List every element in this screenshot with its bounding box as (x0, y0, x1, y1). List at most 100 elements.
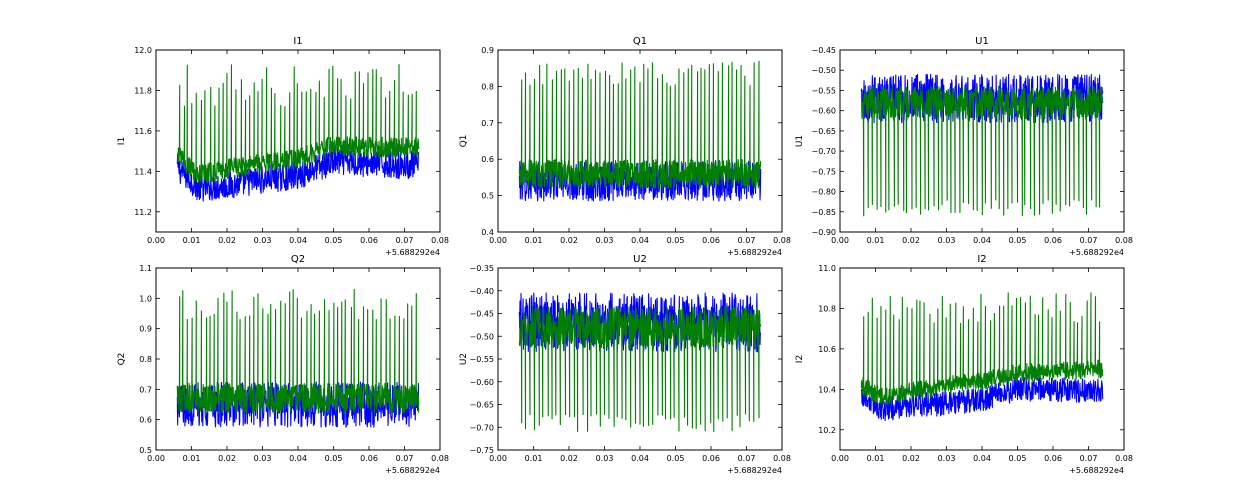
y-tick-label: 0.6 (139, 416, 152, 425)
x-tick-label: 0.07 (1080, 454, 1098, 463)
subplot-title: Q1 (633, 36, 647, 47)
y-tick-label: 11.8 (134, 86, 152, 95)
series-line-green (518, 60, 762, 189)
series-line-green (518, 306, 762, 433)
x-tick-label: 0.04 (973, 454, 991, 463)
subplot-title: U2 (633, 254, 647, 265)
x-tick-label: 0.01 (867, 236, 885, 245)
x-tick-label: 0.08 (1115, 236, 1133, 245)
y-tick-label: −0.45 (469, 310, 494, 319)
y-tick-label: −0.60 (811, 107, 836, 116)
x-tick-label: 0.07 (396, 236, 414, 245)
x-tick-label: 0.03 (938, 236, 956, 245)
y-tick-label: −0.55 (469, 355, 494, 364)
x-tick-label: 0.08 (773, 454, 791, 463)
y-tick-label: 11.2 (134, 208, 152, 217)
series-line-blue (860, 376, 1104, 422)
x-tick-label: 0.03 (596, 454, 614, 463)
y-tick-label: 1.1 (139, 264, 152, 273)
x-tick-label: 0.05 (1009, 236, 1027, 245)
x-tick-label: 0.07 (738, 236, 756, 245)
x-offset-label: +5.688292e4 (727, 248, 782, 257)
x-tick-label: 0.06 (702, 454, 720, 463)
x-tick-label: 0.02 (218, 454, 236, 463)
x-tick-label: 0.07 (396, 454, 414, 463)
subplot-u1: 0.00 0.01 0.02 0.03 0.04 0.05 0.06 0.07 0.08 −0.9… (795, 36, 1133, 257)
subplot-q2: 0.00 0.01 0.02 0.03 0.04 0.05 0.06 0.07 0.08 0.5 0… (117, 254, 449, 475)
y-axis-label: I1 (117, 137, 127, 145)
y-tick-label: 0.6 (481, 155, 494, 164)
x-tick-label: 0.00 (489, 454, 507, 463)
x-tick-label: 0.05 (325, 236, 343, 245)
x-tick-label: 0.05 (325, 454, 343, 463)
x-tick-label: 0.08 (1115, 454, 1133, 463)
y-tick-label: 1.0 (139, 294, 152, 303)
y-tick-label: −0.80 (811, 188, 836, 197)
x-tick-label: 0.01 (525, 236, 543, 245)
subplot-title: I2 (977, 254, 986, 265)
x-tick-label: 0.02 (560, 454, 578, 463)
x-tick-label: 0.05 (667, 454, 685, 463)
y-tick-label: −0.90 (811, 228, 836, 237)
x-tick-label: 0.04 (289, 454, 307, 463)
y-tick-label: 0.9 (139, 325, 152, 334)
y-tick-label: 10.2 (818, 426, 836, 435)
x-tick-label: 0.08 (773, 236, 791, 245)
y-axis-label: I2 (795, 355, 805, 363)
series-line-green (860, 292, 1104, 406)
y-tick-label: 0.4 (481, 228, 494, 237)
x-tick-label: 0.08 (431, 454, 449, 463)
x-tick-label: 0.00 (489, 236, 507, 245)
y-tick-label: 10.4 (818, 385, 836, 394)
y-tick-label: 0.5 (139, 446, 152, 455)
x-tick-label: 0.00 (147, 236, 165, 245)
x-tick-label: 0.01 (183, 236, 201, 245)
y-tick-label: −0.50 (469, 332, 494, 341)
x-tick-label: 0.07 (738, 454, 756, 463)
x-tick-label: 0.06 (360, 454, 378, 463)
x-offset-label: +5.688292e4 (727, 466, 782, 475)
subplot-title: Q2 (291, 254, 305, 265)
y-tick-label: −0.60 (469, 378, 494, 387)
series-line-green (176, 288, 420, 415)
x-tick-label: 0.02 (902, 454, 920, 463)
x-tick-label: 0.02 (218, 236, 236, 245)
x-tick-label: 0.04 (631, 236, 649, 245)
y-tick-label: 12.0 (134, 46, 152, 55)
y-axis-label: Q2 (117, 353, 127, 366)
y-tick-label: −0.35 (469, 264, 494, 273)
y-tick-label: 0.7 (481, 119, 494, 128)
x-tick-label: 0.05 (667, 236, 685, 245)
x-tick-label: 0.01 (525, 454, 543, 463)
y-tick-label: 11.6 (134, 127, 152, 136)
x-tick-label: 0.02 (560, 236, 578, 245)
x-tick-label: 0.04 (973, 236, 991, 245)
y-tick-label: −0.55 (811, 86, 836, 95)
y-tick-label: −0.65 (469, 401, 494, 410)
x-tick-label: 0.02 (902, 236, 920, 245)
x-tick-label: 0.04 (631, 454, 649, 463)
x-tick-label: 0.01 (183, 454, 201, 463)
subplot-title: U1 (975, 36, 989, 47)
x-tick-label: 0.06 (360, 236, 378, 245)
x-tick-label: 0.00 (147, 454, 165, 463)
y-tick-label: −0.45 (811, 46, 836, 55)
y-tick-label: 11.4 (134, 167, 152, 176)
y-tick-label: 0.9 (481, 46, 494, 55)
subplot-i1: 0.00 0.01 0.02 0.03 0.04 0.05 0.06 0.07 0.08 11.2… (117, 36, 449, 257)
x-tick-label: 0.04 (289, 236, 307, 245)
y-axis-label: U1 (795, 135, 805, 147)
x-tick-label: 0.03 (938, 454, 956, 463)
x-tick-label: 0.06 (1044, 236, 1062, 245)
x-tick-label: 0.03 (254, 236, 272, 245)
y-tick-label: 0.8 (139, 355, 152, 364)
subplot-title: I1 (293, 36, 302, 47)
y-tick-label: 10.8 (818, 304, 836, 313)
x-tick-label: 0.03 (596, 236, 614, 245)
series-line-green (176, 64, 420, 184)
x-tick-label: 0.06 (1044, 454, 1062, 463)
x-tick-label: 0.07 (1080, 236, 1098, 245)
y-tick-label: −0.40 (469, 287, 494, 296)
y-tick-label: 10.6 (818, 345, 836, 354)
